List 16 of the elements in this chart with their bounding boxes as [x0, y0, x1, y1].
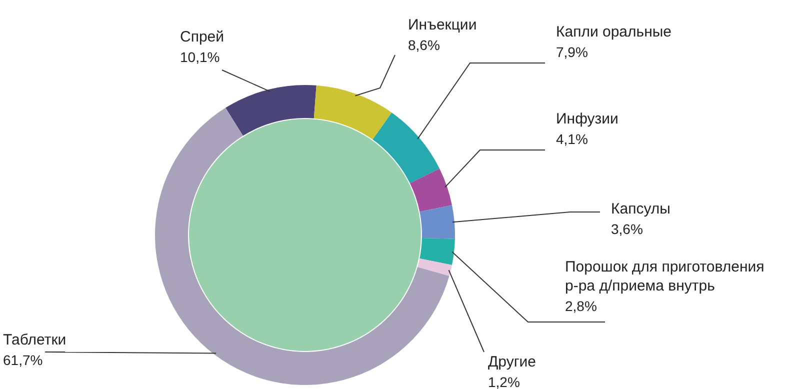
- slice-label: Инъекции: [408, 16, 477, 34]
- slice-label: Капли оральные: [556, 24, 672, 41]
- data-label: 3,6%: [611, 220, 643, 237]
- slice-label: Таблетки: [3, 332, 66, 349]
- data-label: 2,8%: [565, 298, 597, 314]
- slice-label: Инфузии: [556, 110, 618, 128]
- slice-label: Порошок для приготовления р-ра д/приема внутрь: [565, 258, 764, 295]
- data-label: 8,6%: [408, 36, 440, 53]
- data-label: 1,2%: [488, 374, 520, 389]
- data-label: 10,1%: [180, 48, 220, 65]
- data-label: 61,7%: [3, 352, 43, 368]
- data-label: 4,1%: [556, 130, 588, 147]
- slice-label: Спрей: [180, 28, 224, 46]
- slice-label: Другие: [488, 354, 536, 371]
- data-label: 7,9%: [556, 44, 588, 60]
- slice-label: Капсулы: [611, 200, 670, 218]
